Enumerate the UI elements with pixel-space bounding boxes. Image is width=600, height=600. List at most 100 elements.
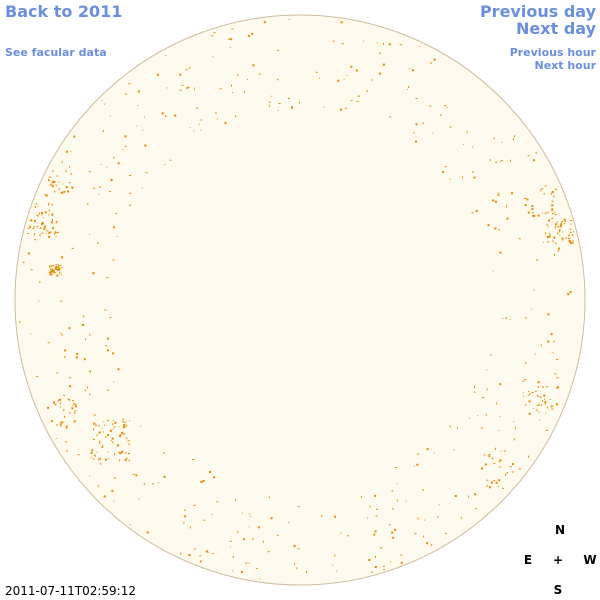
speck [367, 517, 369, 519]
speck [487, 224, 490, 227]
speck [141, 187, 143, 189]
speck [61, 421, 64, 423]
speck [102, 431, 104, 433]
speck [53, 271, 55, 274]
speck [446, 107, 448, 109]
speck [143, 116, 145, 118]
speck [114, 453, 115, 456]
speck [165, 115, 167, 117]
speck [399, 44, 402, 46]
speck [48, 203, 49, 206]
speck [291, 106, 293, 109]
speck [537, 214, 540, 217]
speck [181, 84, 184, 86]
speck [554, 373, 557, 375]
speck [119, 459, 121, 462]
speck [93, 187, 96, 189]
speck [71, 247, 74, 249]
speck [496, 402, 498, 405]
speck [55, 438, 57, 439]
speck [34, 233, 35, 236]
speck [248, 526, 250, 528]
back-link[interactable]: Back to 2011 [5, 2, 122, 21]
speck [514, 426, 516, 429]
speck [110, 179, 113, 181]
previous-hour-link[interactable]: Previous hour [510, 46, 597, 59]
speck [548, 235, 551, 238]
speck [502, 487, 504, 489]
speck [237, 531, 239, 534]
speck [392, 536, 395, 539]
speck [69, 165, 71, 168]
speck [556, 221, 558, 224]
speck [96, 434, 98, 437]
speck [411, 69, 414, 72]
speck [276, 79, 279, 81]
speck [117, 162, 120, 165]
speck [129, 192, 132, 194]
speck [334, 554, 336, 557]
speck [43, 217, 45, 218]
speck [194, 547, 196, 550]
speck [54, 190, 56, 193]
speck [113, 426, 116, 428]
speck [47, 406, 50, 409]
speck [561, 221, 564, 223]
next-day-link[interactable]: Next day [516, 19, 597, 38]
speck [382, 63, 385, 66]
speck [74, 410, 77, 412]
speck [486, 485, 489, 487]
speck [544, 212, 547, 214]
speck [65, 441, 68, 443]
speck [415, 123, 418, 126]
speck [53, 180, 56, 183]
speck [70, 151, 72, 153]
speck [211, 553, 214, 555]
speck [370, 571, 373, 573]
speck [567, 293, 570, 296]
speck [498, 228, 500, 231]
speck [347, 535, 349, 537]
speck [120, 434, 123, 436]
previous-day-link[interactable]: Previous day [480, 2, 597, 21]
speck [60, 300, 63, 302]
facular-link[interactable]: See facular data [5, 46, 107, 59]
speck [389, 116, 392, 118]
speck [419, 46, 421, 47]
speck [49, 180, 51, 182]
speck [48, 235, 51, 238]
speck [536, 405, 539, 407]
speck [114, 476, 116, 479]
speck [53, 401, 55, 404]
speck [115, 212, 118, 214]
speck [294, 563, 296, 566]
speck [489, 486, 491, 489]
speck [60, 424, 62, 427]
speck [453, 449, 455, 451]
speck [103, 421, 105, 423]
speck [84, 389, 86, 392]
speck [541, 212, 543, 214]
speck [546, 223, 548, 226]
speck [112, 423, 114, 426]
speck [49, 271, 52, 273]
speck [550, 399, 551, 400]
speck [442, 170, 445, 173]
speck [255, 567, 258, 569]
speck [495, 481, 498, 484]
speck [174, 114, 177, 117]
speck [235, 115, 237, 118]
speck [41, 214, 43, 216]
speck [101, 99, 103, 101]
speck [497, 193, 500, 196]
speck [64, 349, 67, 352]
speck [216, 118, 218, 120]
speck [55, 221, 57, 224]
speck [55, 236, 57, 238]
speck [573, 231, 574, 233]
speck [232, 570, 234, 572]
next-hour-link[interactable]: Next hour [535, 59, 597, 72]
speck [392, 507, 394, 510]
speck [57, 264, 59, 267]
speck [499, 161, 501, 162]
